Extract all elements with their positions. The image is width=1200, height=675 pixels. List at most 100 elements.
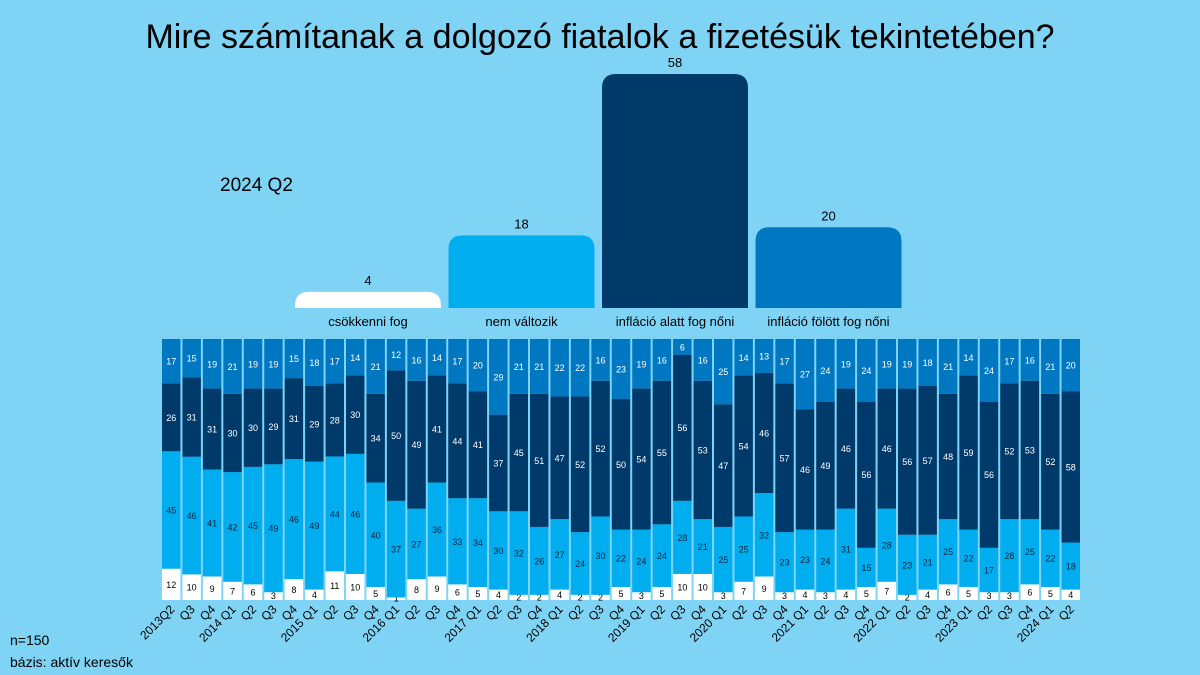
- segment-value-label: 21: [371, 362, 381, 372]
- segment-value-label: 27: [555, 550, 565, 560]
- segment-value-label: 19: [248, 359, 258, 369]
- segment-above-inflation: [632, 339, 651, 389]
- segment-decrease: [182, 574, 201, 600]
- segment-below-inflation: [366, 393, 385, 483]
- segment-no-change: [489, 511, 508, 590]
- segment-below-inflation: [386, 370, 406, 501]
- segment-below-inflation: [325, 383, 344, 457]
- segment-value-label: 48: [943, 452, 953, 462]
- segment-above-inflation: [325, 339, 344, 384]
- segment-decrease: [305, 589, 324, 600]
- segment-value-label: 52: [575, 460, 585, 470]
- segment-value-label: 22: [964, 554, 974, 564]
- segment-no-change: [427, 482, 447, 577]
- segment-decrease: [673, 573, 692, 600]
- segment-value-label: 25: [739, 545, 749, 555]
- segment-value-label: 49: [309, 521, 319, 531]
- segment-above-inflation: [264, 339, 283, 389]
- segment-below-inflation: [836, 388, 856, 509]
- segment-value-label: 52: [1004, 447, 1014, 457]
- segment-value-label: 30: [350, 410, 360, 420]
- segment-value-label: 31: [289, 414, 299, 424]
- segment-no-change: [407, 508, 426, 580]
- top-bar-value-label: 20: [821, 208, 835, 223]
- x-tick-label: Q2: [565, 602, 586, 623]
- segment-value-label: 10: [677, 582, 687, 592]
- x-tick-label: Q2: [647, 602, 668, 623]
- segment-value-label: 56: [984, 470, 994, 480]
- segment-value-label: 5: [618, 589, 623, 599]
- segment-above-inflation: [714, 339, 733, 405]
- segment-decrease: [795, 589, 815, 600]
- segment-above-inflation: [550, 339, 569, 397]
- segment-decrease: [570, 594, 590, 600]
- segment-value-label: 4: [802, 590, 807, 600]
- segment-value-label: 2: [598, 592, 603, 602]
- segment-no-change: [693, 519, 712, 574]
- segment-value-label: 23: [902, 560, 912, 570]
- segment-above-inflation: [243, 339, 263, 389]
- segment-no-change: [468, 498, 488, 587]
- segment-decrease: [734, 581, 753, 600]
- top-bar: [448, 235, 595, 308]
- segment-no-change: [305, 461, 324, 590]
- segment-no-change: [264, 464, 283, 593]
- segment-below-inflation: [264, 388, 283, 465]
- segment-value-label: 52: [1045, 457, 1055, 467]
- segment-value-label: 6: [455, 588, 460, 598]
- segment-value-label: 56: [902, 457, 912, 467]
- segment-above-inflation: [407, 339, 426, 381]
- segment-value-label: 19: [268, 359, 278, 369]
- segment-decrease: [202, 576, 222, 600]
- segment-below-inflation: [448, 383, 467, 499]
- segment-value-label: 24: [636, 556, 646, 566]
- segment-above-inflation: [734, 339, 753, 376]
- segment-decrease: [898, 594, 917, 600]
- segment-value-label: 8: [291, 585, 296, 595]
- segment-decrease: [918, 589, 937, 600]
- x-tick-label: Q3: [585, 602, 606, 623]
- segment-value-label: 24: [820, 366, 830, 376]
- segment-decrease: [1041, 586, 1060, 600]
- segment-no-change: [979, 547, 999, 593]
- segment-value-label: 9: [434, 584, 439, 594]
- segment-decrease: [836, 589, 856, 600]
- segment-value-label: 42: [228, 522, 238, 532]
- segment-value-label: 13: [759, 351, 769, 361]
- x-tick-label: Q3: [749, 602, 770, 623]
- segment-value-label: 21: [1045, 362, 1055, 372]
- segment-value-label: 15: [289, 354, 299, 364]
- segment-below-inflation: [1020, 380, 1040, 520]
- segment-value-label: 5: [966, 589, 971, 599]
- segment-below-inflation: [693, 380, 712, 520]
- segment-above-inflation: [427, 339, 447, 376]
- segment-above-inflation: [386, 339, 406, 371]
- segment-value-label: 46: [841, 444, 851, 454]
- segment-above-inflation: [182, 339, 201, 378]
- segment-value-label: 4: [557, 590, 562, 600]
- segment-above-inflation: [305, 339, 324, 386]
- segment-above-inflation: [284, 339, 304, 379]
- top-bar-category-label: infláció alatt fog nőni: [616, 314, 735, 329]
- segment-value-label: 14: [739, 353, 749, 363]
- x-tick-label: Q2: [320, 602, 341, 623]
- segment-no-change: [918, 534, 937, 590]
- segment-value-label: 15: [187, 354, 197, 364]
- segment-value-label: 23: [800, 555, 810, 565]
- segment-value-label: 16: [1025, 355, 1035, 365]
- x-tick-label: Q2: [1056, 602, 1077, 623]
- segment-value-label: 4: [496, 590, 501, 600]
- segment-value-label: 8: [414, 585, 419, 595]
- segment-value-label: 30: [493, 546, 503, 556]
- segment-value-label: 54: [636, 455, 646, 465]
- segment-no-change: [386, 500, 406, 598]
- segment-above-inflation: [530, 339, 549, 394]
- segment-value-label: 22: [555, 363, 565, 373]
- segment-no-change: [202, 469, 222, 577]
- segment-decrease: [877, 581, 896, 600]
- segment-decrease: [775, 592, 794, 600]
- segment-value-label: 5: [1048, 589, 1053, 599]
- segment-no-change: [509, 511, 528, 595]
- x-tick-label: Q2: [483, 602, 504, 623]
